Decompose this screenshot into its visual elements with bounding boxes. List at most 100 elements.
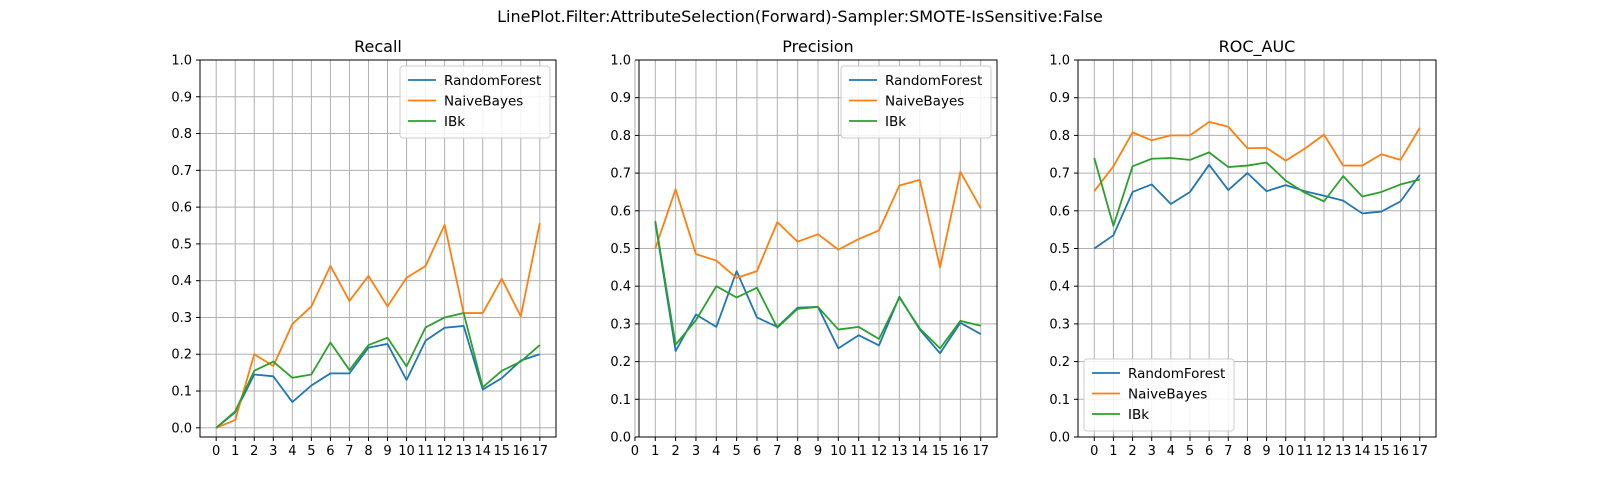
legend-label: RandomForest: [885, 73, 982, 89]
y-tick-label: 0.2: [610, 355, 631, 370]
y-tick-label: 0.1: [171, 385, 192, 400]
series-lines: [1093, 120, 1421, 250]
x-tick-label: 6: [753, 444, 761, 459]
x-tick-label: 4: [1167, 444, 1175, 459]
y-tick-label: 0.6: [1049, 204, 1070, 219]
y-tick-label: 0.3: [610, 317, 631, 332]
x-tick-label: 14: [1354, 444, 1371, 459]
y-tick-label: 0.3: [1049, 317, 1070, 332]
x-tick-label: 2: [671, 444, 679, 459]
legend: RandomForest NaiveBayes IBk: [399, 65, 551, 139]
legend-label: NaiveBayes: [885, 94, 964, 110]
axes-frame: [1077, 59, 1437, 438]
x-tick-label: 10: [830, 444, 847, 459]
x-tick-label: 13: [891, 444, 908, 459]
legend-label: NaiveBayes: [1128, 387, 1207, 403]
series-line-naivebayes: [1093, 120, 1421, 192]
x-tick-label: 14: [474, 444, 491, 459]
x-tick-label: 14: [911, 444, 928, 459]
x-tick-label: 9: [383, 444, 391, 459]
y-tick-label: 0.5: [171, 237, 192, 252]
x-tick-label: 2: [250, 444, 258, 459]
x-tick-label: 15: [1373, 444, 1390, 459]
x-tick-label: 6: [326, 444, 334, 459]
subplot-title: Recall: [354, 37, 402, 56]
x-tick-label: 17: [1411, 444, 1428, 459]
x-tick-label: 8: [364, 444, 372, 459]
tick-labels: 0 1 2 3 4 5 6 7 8 9 10 11 12 13 14 15 16 170.00.10.20.30.…: [610, 54, 989, 460]
x-tick-label: 16: [513, 444, 530, 459]
y-tick-label: 0.0: [610, 431, 631, 446]
x-tick-label: 0: [1090, 444, 1098, 459]
series-line-randomforest: [215, 325, 541, 429]
x-tick-label: 4: [288, 444, 296, 459]
y-tick-label: 1.0: [171, 54, 192, 69]
x-tick-label: 3: [692, 444, 700, 459]
x-tick-label: 12: [436, 444, 453, 459]
x-tick-label: 7: [1224, 444, 1232, 459]
x-tick-label: 9: [1262, 444, 1270, 459]
series-line-naivebayes: [654, 171, 982, 279]
y-tick-label: 0.9: [171, 90, 192, 105]
y-tick-label: 0.1: [610, 393, 631, 408]
y-tick-label: 0.9: [1049, 91, 1070, 106]
y-tick-label: 0.8: [1049, 129, 1070, 144]
y-tick-label: 0.5: [610, 242, 631, 257]
x-tick-label: 0: [631, 444, 639, 459]
x-tick-label: 7: [773, 444, 781, 459]
axes-frame: [638, 59, 998, 438]
legend-label: IBk: [885, 114, 906, 130]
legend: RandomForest NaiveBayes IBk: [840, 65, 992, 139]
series-lines: [654, 171, 982, 355]
x-tick-label: 1: [231, 444, 239, 459]
y-tick-label: 0.1: [1049, 393, 1070, 408]
x-tick-label: 10: [1277, 444, 1294, 459]
x-tick-label: 13: [1335, 444, 1352, 459]
x-tick-label: 13: [455, 444, 472, 459]
x-tick-label: 9: [814, 444, 822, 459]
legend-box: [1083, 358, 1235, 432]
series-lines: [215, 222, 541, 429]
legend-label: IBk: [444, 114, 465, 130]
legend-label: NaiveBayes: [444, 94, 523, 110]
x-tick-label: 1: [651, 444, 659, 459]
tick-labels: 0 1 2 3 4 5 6 7 8 9 10 11 12 13 14 15 16 170.00.10.20.30.…: [171, 54, 548, 460]
legend: RandomForest NaiveBayes IBk: [1083, 358, 1235, 432]
y-tick-label: 0.7: [610, 167, 631, 182]
x-tick-label: 15: [493, 444, 510, 459]
legend-box: [399, 65, 551, 139]
x-tick-label: 12: [1316, 444, 1333, 459]
y-tick-label: 0.6: [610, 204, 631, 219]
y-tick-label: 0.4: [610, 280, 631, 295]
y-tick-label: 0.0: [171, 421, 192, 436]
series-line-ibk: [1093, 151, 1420, 227]
y-tick-label: 0.5: [1049, 242, 1070, 257]
y-tick-label: 0.6: [171, 201, 192, 216]
x-tick-label: 8: [794, 444, 802, 459]
x-tick-label: 7: [345, 444, 353, 459]
y-tick-label: 0.2: [171, 348, 192, 363]
axes-frame: [199, 59, 557, 438]
x-tick-label: 5: [732, 444, 740, 459]
x-tick-label: 8: [1243, 444, 1251, 459]
x-tick-label: 15: [932, 444, 949, 459]
x-tick-label: 5: [307, 444, 315, 459]
x-tick-label: 2: [1128, 444, 1136, 459]
x-tick-label: 17: [532, 444, 549, 459]
y-tick-label: 0.9: [610, 91, 631, 106]
subplot-title: ROC_AUC: [1219, 37, 1296, 57]
y-tick-label: 0.8: [610, 129, 631, 144]
x-tick-label: 11: [1297, 444, 1314, 459]
y-tick-label: 0.8: [171, 127, 192, 142]
y-tick-label: 0.0: [1049, 431, 1070, 446]
series-line-randomforest: [1093, 163, 1421, 250]
y-tick-label: 0.2: [1049, 355, 1070, 370]
series-line-ibk: [654, 220, 981, 350]
y-tick-label: 0.7: [1049, 167, 1070, 182]
x-tick-label: 11: [850, 444, 867, 459]
x-tick-label: 0: [212, 444, 220, 459]
y-tick-label: 0.4: [171, 274, 192, 289]
